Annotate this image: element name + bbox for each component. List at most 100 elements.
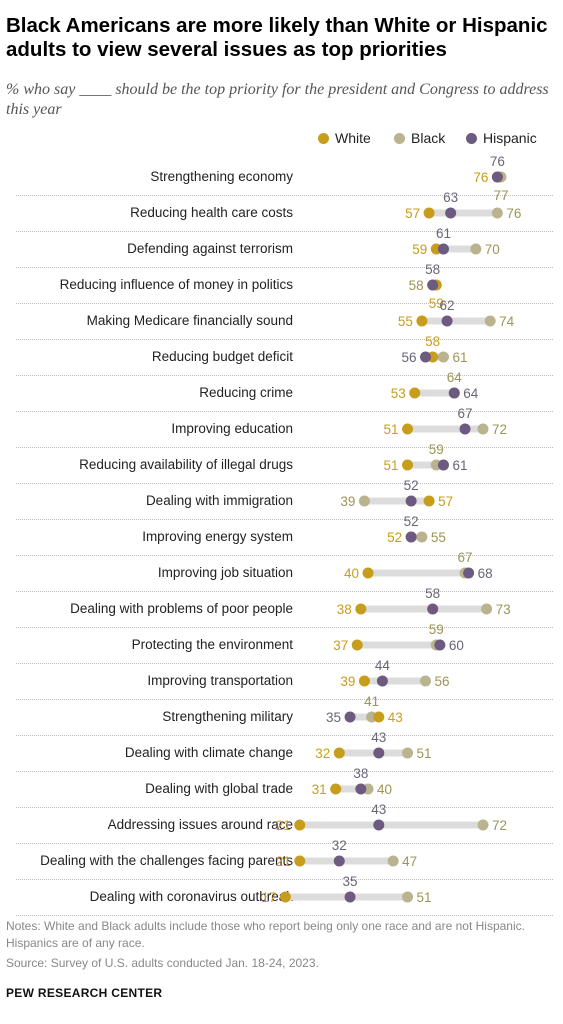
value-label-hispanic: 52 — [404, 514, 419, 529]
value-label-black: 64 — [447, 370, 463, 385]
dot-hispanic — [427, 603, 439, 615]
row-separator — [16, 411, 553, 412]
dot-hispanic — [434, 639, 446, 651]
dot-black — [358, 495, 370, 507]
dot-white — [294, 855, 306, 867]
dot-black — [448, 387, 460, 399]
row-separator — [16, 843, 553, 844]
dot-hispanic — [333, 855, 345, 867]
row-separator — [16, 339, 553, 340]
value-label-white: 31 — [312, 782, 327, 797]
value-label-hispanic: 35 — [343, 874, 358, 889]
row-separator — [16, 663, 553, 664]
value-label-black: 40 — [377, 782, 392, 797]
value-label-hispanic: 63 — [443, 190, 458, 205]
row-separator — [16, 375, 553, 376]
value-label-hispanic: 67 — [458, 406, 473, 421]
dot-hispanic — [441, 315, 453, 327]
dot-white — [402, 423, 414, 435]
dot-black — [437, 351, 449, 363]
dot-hispanic — [463, 567, 475, 579]
value-label-black: 61 — [452, 350, 467, 365]
dot-hispanic — [459, 423, 471, 435]
category-label: Dealing with coronavirus outbreak — [89, 889, 293, 904]
dot-black — [402, 747, 414, 759]
row-separator — [16, 519, 553, 520]
chart-title: Black Americans are more likely than Whi… — [6, 14, 548, 61]
row-separator — [16, 627, 553, 628]
category-label: Reducing influence of money in politics — [59, 277, 293, 292]
brand-logo-text: PEW RESEARCH CENTER — [6, 986, 163, 1000]
category-label: Improving transportation — [147, 673, 293, 688]
legend-item-black: Black — [394, 130, 445, 146]
dot-black — [362, 783, 374, 795]
row-separator — [16, 915, 553, 916]
value-label-white: 59 — [412, 242, 427, 257]
legend-label-hispanic: Hispanic — [483, 130, 537, 146]
dot-hispanic — [373, 819, 385, 831]
category-label: Reducing crime — [199, 385, 293, 400]
dot-white — [423, 495, 435, 507]
row-separator — [16, 699, 553, 700]
value-label-black: 67 — [458, 550, 473, 565]
dot-hispanic — [437, 459, 449, 471]
dot-black — [430, 459, 442, 471]
value-label-black: 47 — [402, 854, 417, 869]
category-label: Dealing with global trade — [145, 781, 293, 796]
value-label-hispanic: 64 — [463, 386, 479, 401]
value-label-white: 52 — [387, 530, 402, 545]
dot-hispanic — [405, 495, 417, 507]
category-label: Strengthening economy — [150, 169, 293, 184]
dot-white — [362, 567, 374, 579]
legend-dot-black — [394, 132, 405, 144]
dot-hispanic — [427, 279, 439, 291]
dot-black — [402, 891, 414, 903]
category-label: Protecting the environment — [131, 637, 293, 652]
value-label-white: 37 — [333, 638, 348, 653]
legend-item-white: White — [318, 130, 371, 146]
row-separator — [16, 447, 553, 448]
value-label-black: 58 — [409, 278, 424, 293]
dot-black — [420, 675, 432, 687]
dot-white — [427, 351, 439, 363]
dot-black — [366, 711, 378, 723]
category-label: Strengthening military — [162, 709, 293, 724]
value-label-hispanic: 61 — [436, 226, 451, 241]
category-label: Improving energy system — [142, 529, 293, 544]
value-label-black: 72 — [492, 422, 507, 437]
dot-black — [387, 855, 399, 867]
legend-item-hispanic: Hispanic — [466, 130, 537, 146]
dot-black — [427, 279, 439, 291]
value-label-white: 43 — [388, 710, 403, 725]
dot-hispanic — [420, 351, 432, 363]
category-label: Reducing health care costs — [130, 205, 293, 220]
category-label: Reducing budget deficit — [151, 349, 293, 364]
dot-white — [402, 459, 414, 471]
dot-white — [416, 315, 428, 327]
dot-white — [430, 243, 442, 255]
row-separator — [16, 555, 553, 556]
dot-hispanic — [405, 531, 417, 543]
dot-hispanic — [344, 711, 356, 723]
value-label-hispanic: 68 — [478, 566, 493, 581]
dot-white — [491, 171, 503, 183]
dot-hispanic — [491, 171, 503, 183]
dot-hispanic — [448, 387, 460, 399]
dot-white — [330, 783, 342, 795]
value-label-white: 58 — [425, 334, 440, 349]
value-label-black: 76 — [506, 206, 521, 221]
row-separator — [16, 267, 553, 268]
value-label-hispanic: 61 — [452, 458, 467, 473]
value-label-hispanic: 43 — [371, 802, 386, 817]
value-label-hispanic: 58 — [425, 586, 440, 601]
category-label: Improving job situation — [157, 565, 293, 580]
dot-white — [333, 747, 345, 759]
dot-black — [477, 819, 489, 831]
value-label-white: 57 — [405, 206, 420, 221]
value-label-black: 39 — [340, 494, 355, 509]
value-label-white: 76 — [473, 170, 488, 185]
notes: Notes: White and Black adults include th… — [6, 919, 525, 950]
dot-white — [355, 603, 367, 615]
row-separator — [16, 303, 553, 304]
